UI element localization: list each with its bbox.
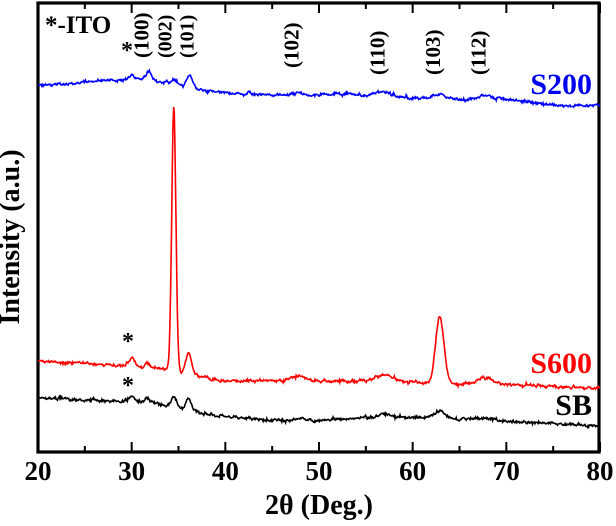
- svg-text:(101): (101): [177, 15, 199, 58]
- svg-text:*: *: [122, 373, 134, 399]
- svg-text:(110): (110): [366, 31, 390, 75]
- svg-text:*-ITO: *-ITO: [45, 12, 111, 39]
- svg-text:SB: SB: [555, 389, 592, 422]
- svg-text:(102): (102): [279, 23, 303, 69]
- svg-text:S200: S200: [530, 68, 592, 101]
- svg-text:30: 30: [118, 456, 145, 486]
- svg-text:50: 50: [306, 456, 333, 486]
- svg-text:*: *: [122, 329, 134, 355]
- svg-text:(103): (103): [421, 30, 445, 76]
- svg-text:(112): (112): [467, 31, 491, 75]
- svg-text:20: 20: [25, 456, 52, 486]
- svg-text:60: 60: [399, 456, 426, 486]
- svg-text:2θ (Deg.): 2θ (Deg.): [265, 490, 373, 521]
- svg-text:80: 80: [587, 456, 614, 486]
- svg-text:Intensity (a.u.): Intensity (a.u.): [0, 149, 26, 324]
- svg-text:S600: S600: [530, 347, 592, 380]
- svg-text:40: 40: [212, 456, 239, 486]
- svg-text:(100): (100): [130, 13, 154, 59]
- svg-text:70: 70: [493, 456, 520, 486]
- svg-text:(002): (002): [155, 15, 177, 58]
